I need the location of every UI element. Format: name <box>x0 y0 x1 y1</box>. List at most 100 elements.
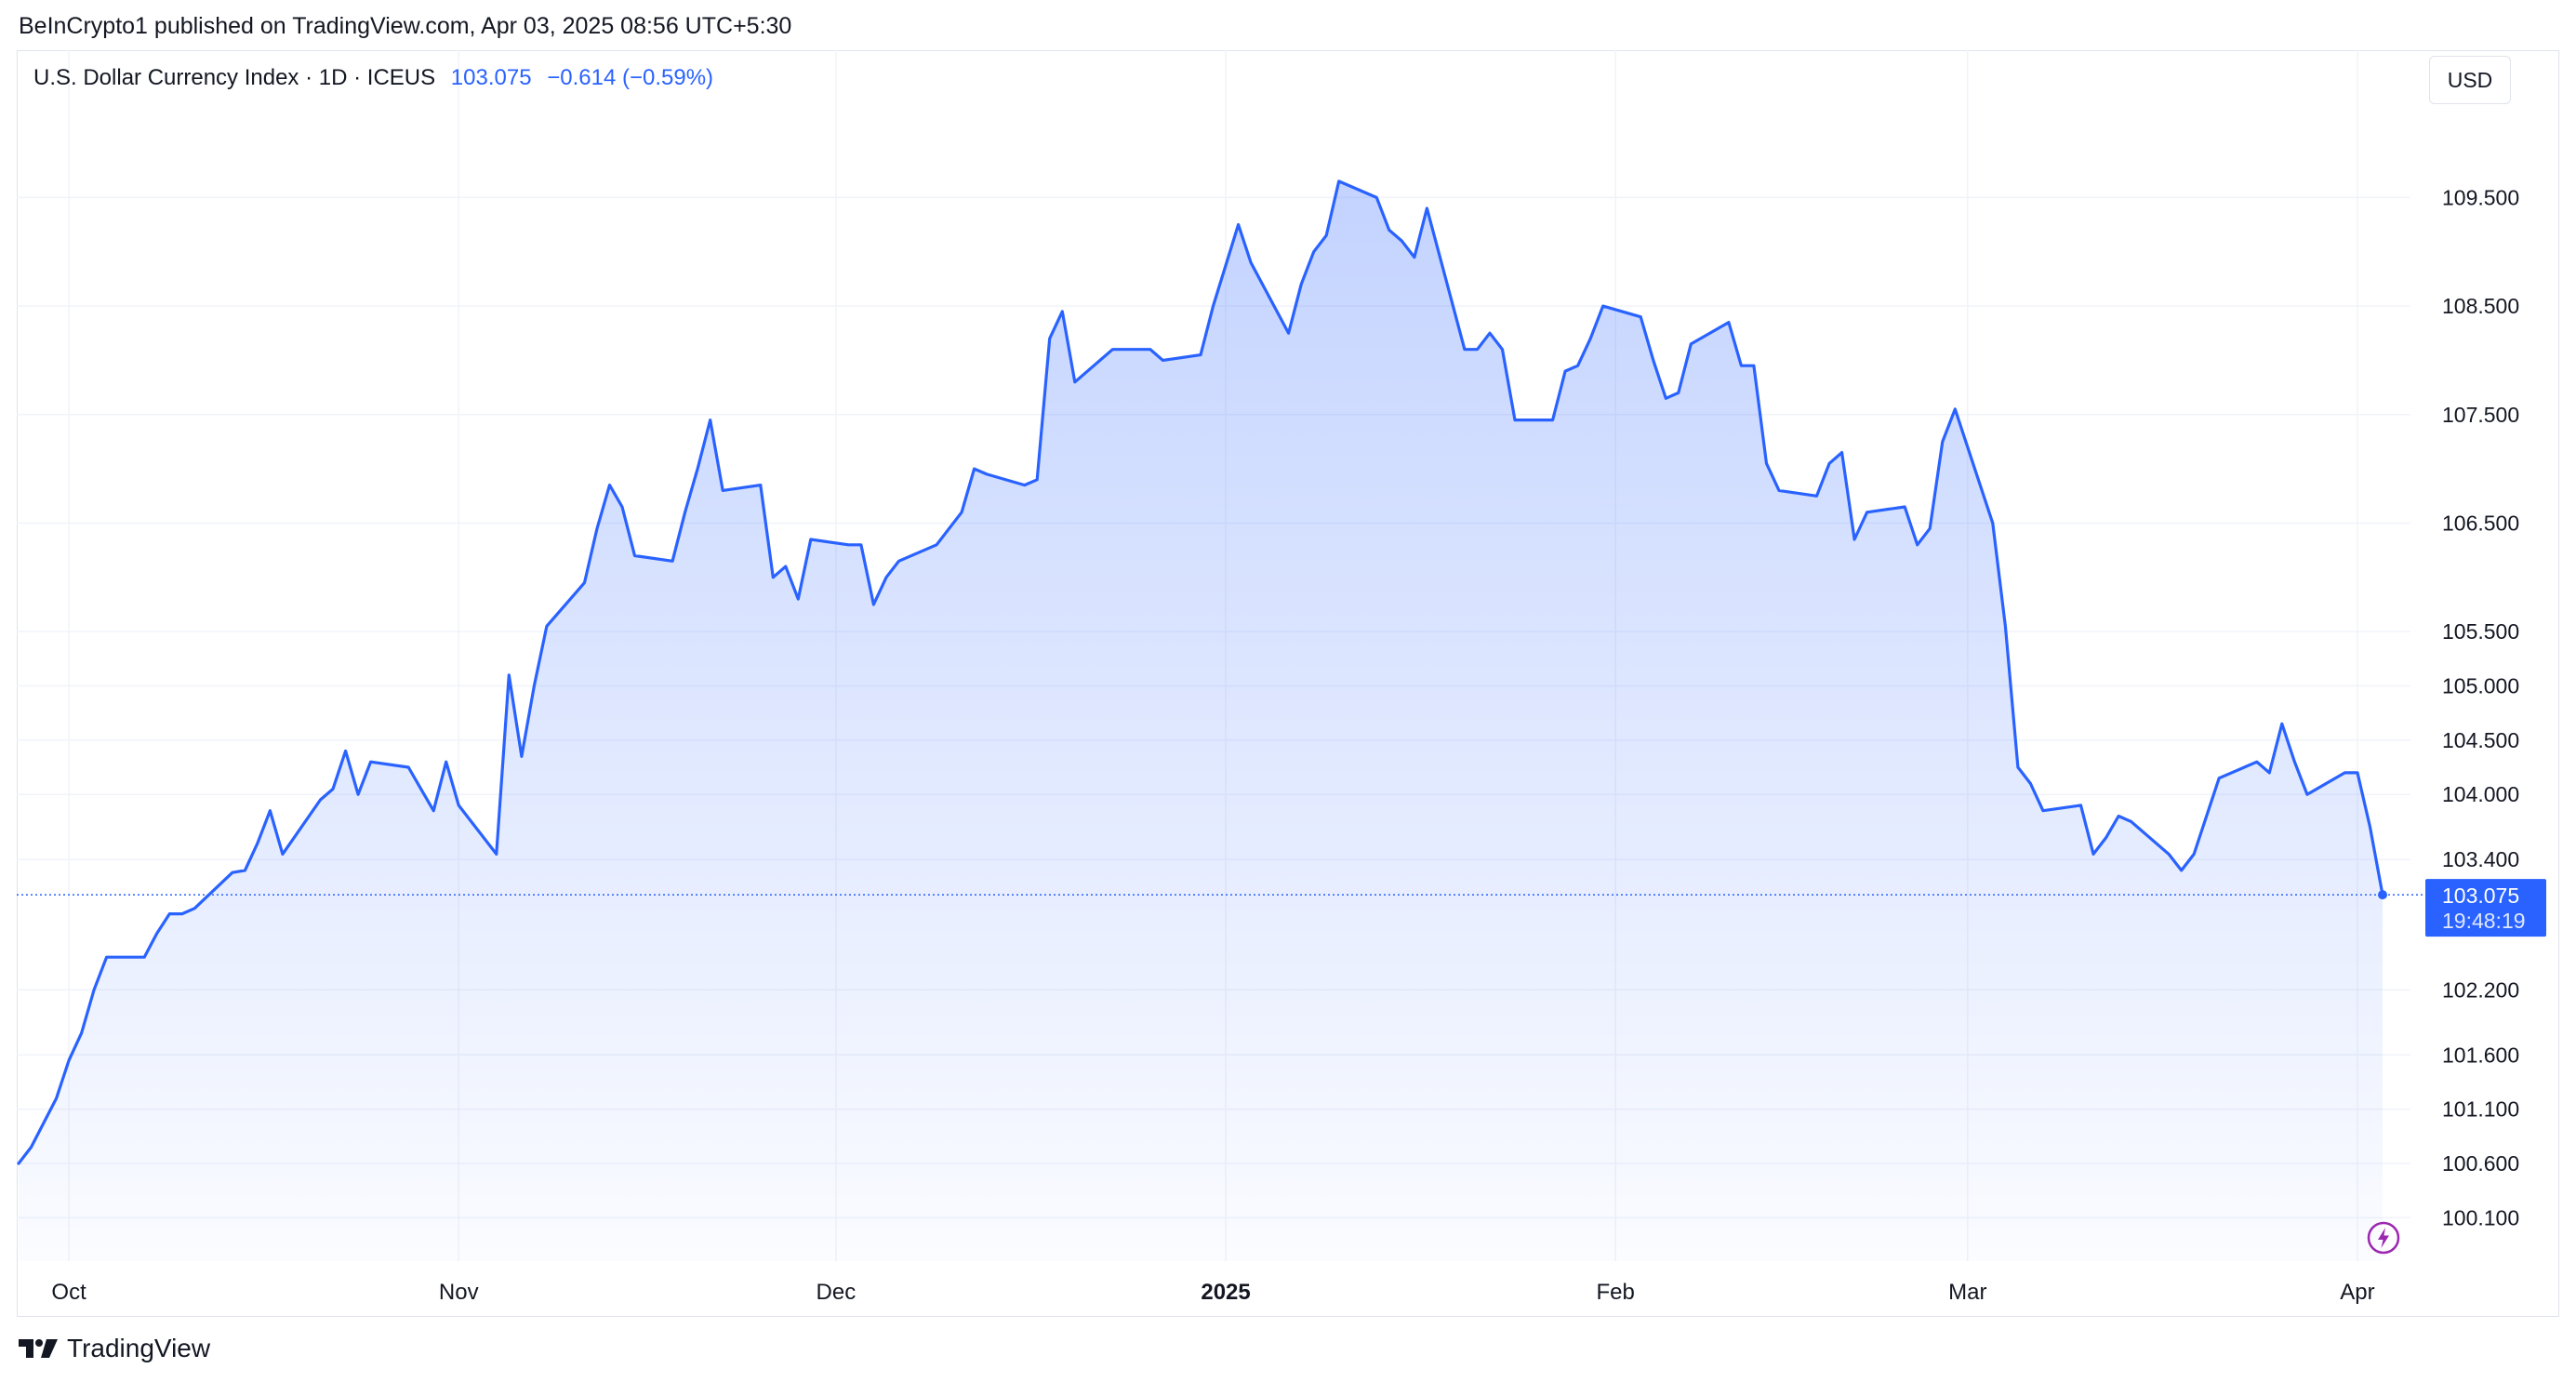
data-point <box>2180 869 2184 872</box>
data-point <box>859 543 863 547</box>
data-point <box>167 912 171 916</box>
data-point <box>1048 337 1052 340</box>
data-point <box>1991 522 1995 525</box>
data-point <box>2255 760 2259 764</box>
data-point <box>30 1146 33 1149</box>
data-point <box>1601 304 1605 308</box>
data-point <box>2117 815 2120 818</box>
data-point <box>2016 765 2020 769</box>
data-point <box>935 543 938 547</box>
data-point <box>17 1162 20 1165</box>
data-point <box>1840 451 1844 455</box>
data-point <box>457 804 460 807</box>
y-tick-label: 100.100 <box>2442 1205 2519 1229</box>
x-tick-label: 2025 <box>1201 1280 1250 1305</box>
data-point <box>884 576 888 579</box>
data-point <box>1249 260 1253 264</box>
data-point <box>684 511 687 514</box>
data-point <box>2028 782 2032 786</box>
data-point <box>1149 348 1152 352</box>
legend-change: −0.614 (−0.59%) <box>547 65 714 90</box>
tradingview-logo-icon <box>19 1339 58 1358</box>
data-point <box>155 932 159 936</box>
data-point <box>67 1058 71 1062</box>
y-tick-label: 105.000 <box>2442 674 2519 698</box>
data-point <box>871 603 875 606</box>
data-point <box>1727 321 1731 325</box>
data-point <box>1941 440 1945 444</box>
data-point <box>960 511 963 514</box>
data-point <box>520 754 524 758</box>
lightning-icon[interactable] <box>2367 1221 2400 1255</box>
data-point <box>369 760 373 764</box>
y-tick-label: 107.500 <box>2442 403 2519 427</box>
data-point <box>973 467 976 471</box>
y-tick-label: 104.500 <box>2442 728 2519 752</box>
data-point <box>1664 396 1667 400</box>
data-point <box>1501 348 1505 352</box>
data-point <box>268 809 272 813</box>
data-point <box>696 467 699 471</box>
x-tick-label: Dec <box>817 1280 856 1305</box>
data-point <box>1739 364 1743 367</box>
data-point <box>180 912 184 916</box>
data-point <box>2280 722 2284 725</box>
data-point <box>2041 809 2045 813</box>
data-point <box>92 988 96 991</box>
data-point <box>1110 348 1114 352</box>
data-point <box>2305 792 2309 796</box>
data-point <box>1677 391 1680 394</box>
data-point <box>1513 419 1517 422</box>
series-line <box>17 179 2384 1165</box>
data-point <box>193 907 196 910</box>
data-point <box>1212 304 1215 308</box>
data-point <box>2192 852 2196 856</box>
last-price-marker <box>2378 890 2387 900</box>
data-point <box>2267 771 2271 775</box>
y-tick-label: 101.100 <box>2442 1097 2519 1122</box>
data-point <box>846 543 850 547</box>
data-point <box>344 750 348 753</box>
data-point <box>495 852 498 856</box>
data-point <box>1287 331 1291 335</box>
data-point <box>1815 494 1819 498</box>
data-point <box>507 673 511 677</box>
x-axis: Oct Nov Dec 2025 Feb Mar Apr <box>51 1280 2374 1305</box>
data-point <box>2292 760 2296 764</box>
data-point <box>1060 310 1064 313</box>
last-price-countdown: 19:48:19 <box>2442 909 2526 933</box>
data-point <box>1689 342 1693 346</box>
chart-frame <box>17 50 2559 1317</box>
data-point <box>2091 852 2095 856</box>
data-point <box>771 576 775 579</box>
data-point <box>1023 484 1027 487</box>
x-tick-label: Nov <box>439 1280 479 1305</box>
data-point <box>2105 836 2108 840</box>
data-point <box>1576 364 1580 367</box>
data-point <box>2343 771 2346 775</box>
area-path <box>19 180 2383 1261</box>
area-fill <box>19 180 2383 1261</box>
tradingview-logo-text: TradingView <box>67 1334 211 1362</box>
data-point <box>532 684 536 688</box>
price-line <box>17 179 2384 1165</box>
currency-button[interactable]: USD <box>2429 56 2511 104</box>
data-point <box>1400 239 1403 243</box>
data-point <box>1639 315 1642 319</box>
data-point <box>1463 348 1467 352</box>
data-point <box>1161 358 1164 362</box>
y-tick-label: 102.200 <box>2442 977 2519 1002</box>
data-point <box>897 559 901 563</box>
data-point <box>331 787 335 791</box>
data-point <box>709 419 712 422</box>
data-point <box>1035 478 1039 482</box>
data-point <box>1551 419 1555 422</box>
tradingview-logo[interactable]: TradingView <box>19 1334 210 1363</box>
data-point <box>1916 543 1919 547</box>
data-point <box>2205 815 2209 818</box>
y-tick-label: 106.500 <box>2442 511 2519 535</box>
x-tick-label: Mar <box>1948 1280 1986 1305</box>
data-point <box>1073 380 1077 384</box>
